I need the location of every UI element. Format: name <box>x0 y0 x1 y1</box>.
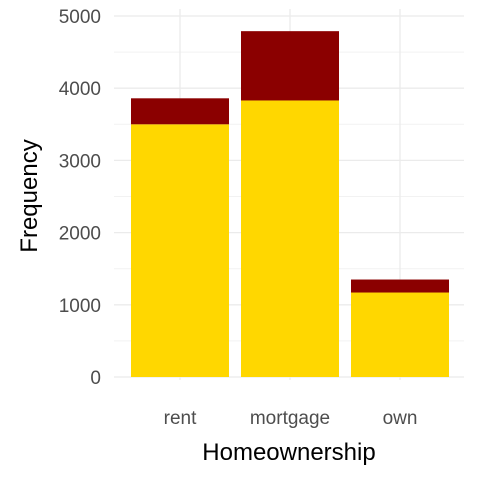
bar-segment-mortgage-0 <box>241 100 339 377</box>
x-tick-label: mortgage <box>250 408 330 429</box>
y-tick-label: 4000 <box>59 79 101 100</box>
y-tick-label: 1000 <box>59 296 101 317</box>
y-tick-label: 3000 <box>59 151 101 172</box>
y-tick-label: 0 <box>90 368 101 389</box>
bar-segment-own-1 <box>351 279 449 293</box>
bar-segment-rent-0 <box>131 124 229 377</box>
x-tick-labels: rent mortgage own <box>164 408 418 429</box>
bar-segment-mortgage-1 <box>241 31 339 101</box>
y-tick-label: 2000 <box>59 224 101 245</box>
y-axis-title: Frequency <box>16 139 43 252</box>
y-tick-label: 5000 <box>59 7 101 28</box>
x-axis-title: Homeownership <box>202 439 375 466</box>
x-tick-label: rent <box>164 408 197 429</box>
y-tick-labels: 0 1000 2000 3000 4000 5000 <box>59 7 101 389</box>
x-tick-label: own <box>383 408 418 429</box>
bar-segment-rent-1 <box>131 98 229 125</box>
bar-segment-own-0 <box>351 292 449 377</box>
bars <box>131 31 449 377</box>
